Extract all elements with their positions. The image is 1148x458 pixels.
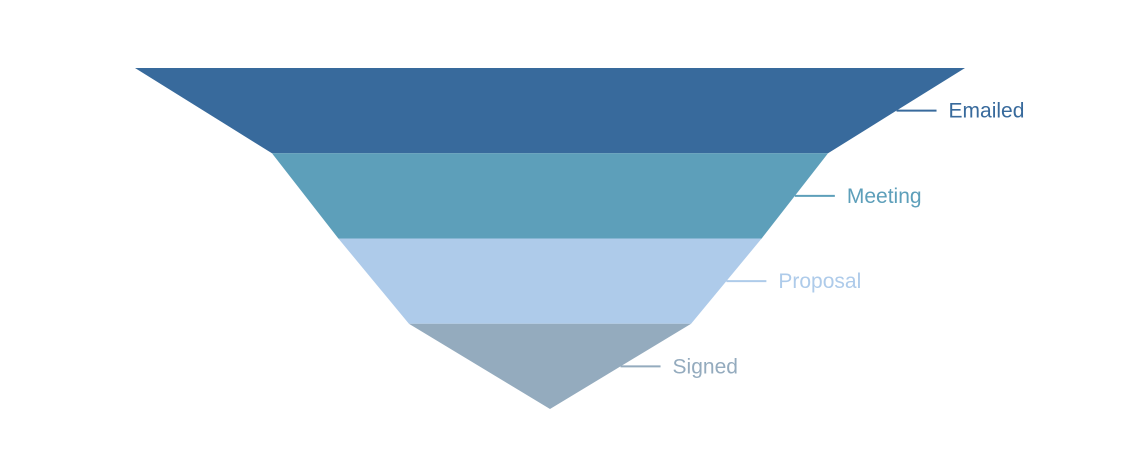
segment-label-proposal: Proposal [778, 270, 861, 293]
funnel-segment-proposal[interactable] [338, 238, 762, 324]
funnel-segment-signed[interactable] [408, 323, 692, 409]
segment-label-emailed: Emailed [949, 100, 1025, 123]
funnel-segment-meeting[interactable] [271, 153, 829, 239]
segment-label-meeting: Meeting [847, 185, 922, 208]
segment-label-signed: Signed [673, 355, 738, 378]
funnel-segment-emailed[interactable] [135, 68, 965, 154]
